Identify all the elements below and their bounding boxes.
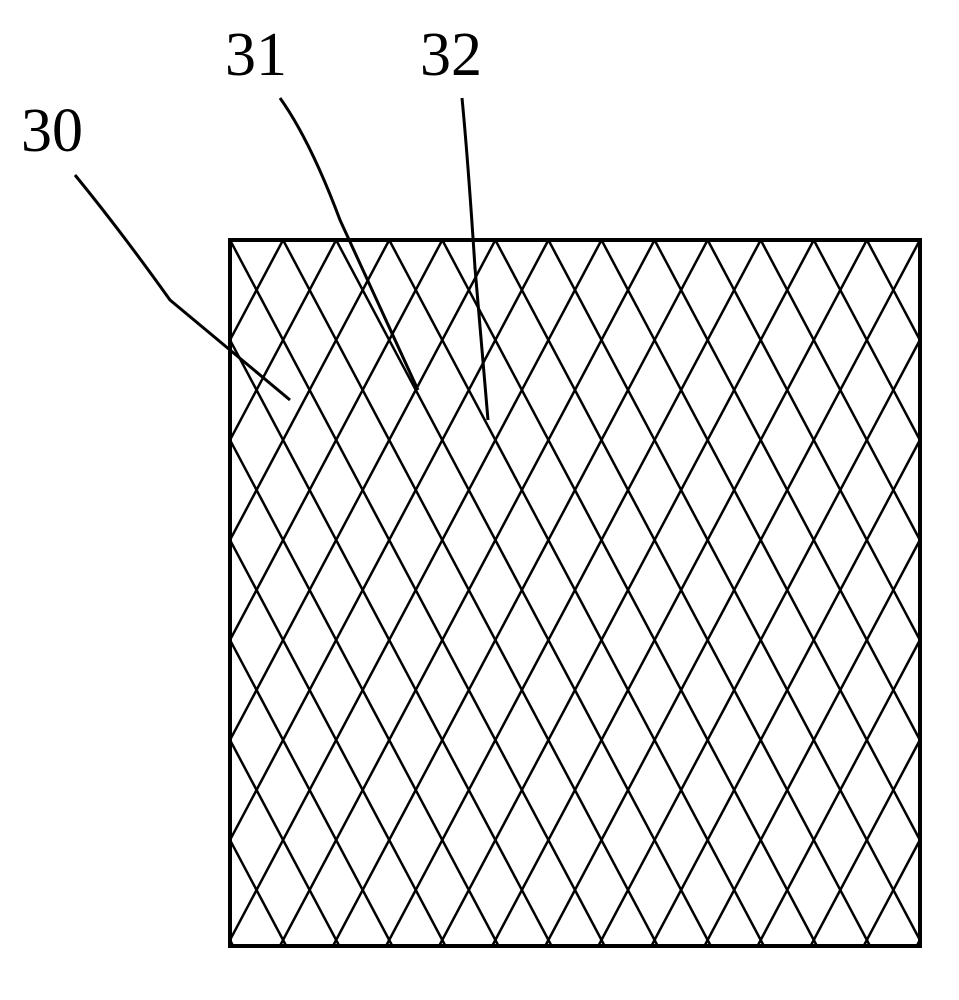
diagram-svg xyxy=(0,0,959,1000)
callout-label-31: 31 xyxy=(225,20,287,91)
crosshatch-lines xyxy=(0,240,959,946)
callout-label-32: 32 xyxy=(420,20,482,91)
callout-label-30: 30 xyxy=(21,96,83,167)
